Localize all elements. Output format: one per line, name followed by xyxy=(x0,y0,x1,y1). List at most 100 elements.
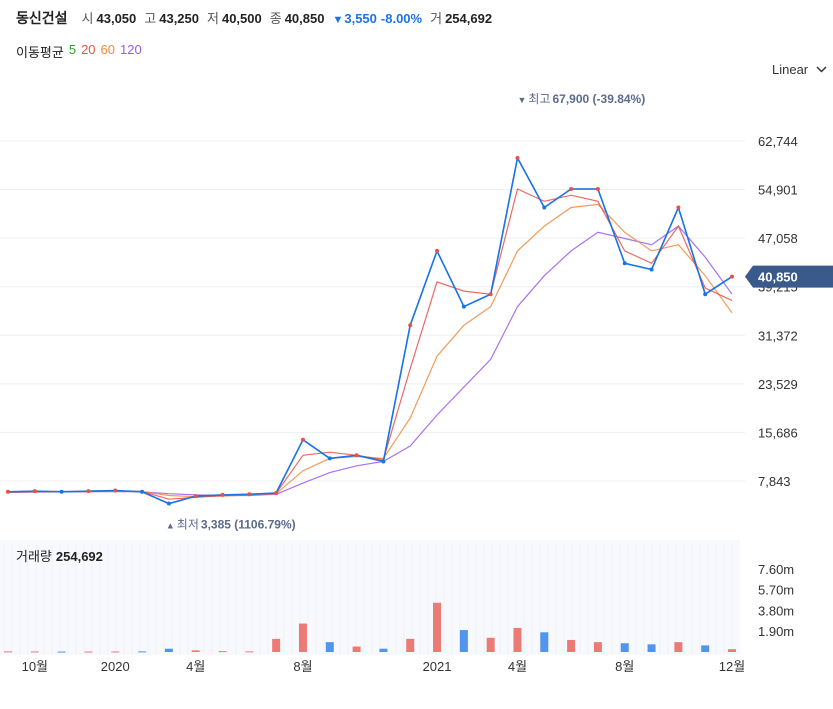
current-price-tag: 40,850 xyxy=(745,265,833,288)
price-point xyxy=(542,205,547,210)
price-point xyxy=(247,492,252,497)
max-marker-label: 최고 xyxy=(528,92,550,106)
price-axis-label: 7,843 xyxy=(758,474,791,489)
scale-select[interactable]: Linear xyxy=(772,62,827,77)
low-value: 40,500 xyxy=(221,11,262,26)
time-axis: 10월 2020 4월 8월 2021 4월 8월 12월 xyxy=(22,659,746,674)
price-point xyxy=(354,453,359,458)
volume-bar xyxy=(57,651,66,653)
volume-bar xyxy=(701,645,710,652)
volume-bar xyxy=(111,651,120,653)
ma-legend-item-5[interactable]: 5 xyxy=(68,42,77,57)
high-value: 43,250 xyxy=(159,11,199,26)
volume-axis-label: 5.70m xyxy=(758,583,794,598)
price-point xyxy=(140,489,145,494)
price-point xyxy=(381,459,386,464)
scale-select-value: Linear xyxy=(772,62,809,77)
volume-panel-title: 거래량 254,692 xyxy=(16,546,103,565)
series-line-ma-5 xyxy=(7,156,733,505)
max-marker-arrow: ▼ xyxy=(517,95,526,105)
volume-axis: 7.60m 5.70m 3.80m 1.90m xyxy=(758,562,794,639)
price-point xyxy=(461,304,466,309)
volume-bar xyxy=(433,602,442,652)
volume-bar xyxy=(593,642,602,652)
moving-average-legend: 이동평균 5 20 60 120 xyxy=(16,42,142,61)
volume-bar xyxy=(540,632,549,652)
volume-axis-label: 1.90m xyxy=(758,624,794,639)
price-axis-label: 31,372 xyxy=(758,328,798,343)
series-line-ma-20 xyxy=(7,188,733,500)
ma-legend-item-60[interactable]: 60 xyxy=(100,42,116,57)
price-point xyxy=(300,437,305,442)
volume-bar xyxy=(272,638,281,652)
price-axis-label: 54,901 xyxy=(758,183,798,198)
volume-bar xyxy=(352,646,361,652)
price-axis-label: 62,744 xyxy=(758,134,798,149)
low-label: 저 xyxy=(207,11,219,26)
volume-bar xyxy=(486,637,495,652)
price-axis-label: 23,529 xyxy=(758,377,798,392)
min-marker-label: 최저 xyxy=(177,518,199,532)
price-axis: 62,74454,90147,05839,21531,37223,52915,6… xyxy=(758,134,798,489)
min-price-marker: ▲ 최저 3,385 (1106.79%) xyxy=(166,518,296,532)
volume-bar xyxy=(84,651,93,653)
time-axis-label: 8월 xyxy=(293,659,312,674)
ma-legend-item-20[interactable]: 20 xyxy=(81,42,96,57)
volume-bar xyxy=(459,630,468,652)
price-point xyxy=(488,292,493,297)
time-axis-label: 4월 xyxy=(186,659,205,674)
max-marker-value: 67,900 (-39.84%) xyxy=(552,92,645,106)
volume-bar xyxy=(164,648,173,652)
volume-bar xyxy=(674,642,683,652)
price-point xyxy=(595,186,600,191)
volume-bar xyxy=(379,648,388,652)
price-point xyxy=(408,323,413,328)
min-marker-arrow: ▲ xyxy=(166,521,175,531)
volume-panel-label: 거래량 xyxy=(16,549,52,564)
price-point xyxy=(676,205,681,210)
volume-bar xyxy=(647,644,656,652)
ma-legend-title: 이동평균 xyxy=(16,45,64,60)
price-point xyxy=(649,267,654,272)
series-line-price xyxy=(7,155,733,505)
price-point xyxy=(327,456,332,461)
time-axis-label: 10월 xyxy=(22,659,48,674)
stock-name: 동신건설 xyxy=(16,10,68,26)
change-percent: -8.00% xyxy=(380,11,423,26)
volume-bar xyxy=(218,651,227,653)
min-marker-value: 3,385 (1106.79%) xyxy=(201,518,296,532)
high-label: 고 xyxy=(144,11,157,26)
price-point xyxy=(32,489,37,494)
price-point xyxy=(703,292,708,297)
ma-legend-item-120[interactable]: 120 xyxy=(120,42,142,57)
chevron-down-icon xyxy=(816,66,827,73)
volume-bar xyxy=(325,642,334,652)
price-tag-text: 40,850 xyxy=(758,270,798,285)
time-axis-label: 12월 xyxy=(719,659,745,674)
price-point xyxy=(59,489,64,494)
open-value: 43,050 xyxy=(96,11,137,26)
volume-bar xyxy=(406,638,415,652)
time-axis-label: 8월 xyxy=(615,659,634,674)
volume-bars xyxy=(4,602,736,653)
price-axis-label: 15,686 xyxy=(758,425,798,440)
volume-bar xyxy=(191,650,200,652)
price-tag-shape xyxy=(745,265,833,288)
series-line-ma-120 xyxy=(7,225,733,497)
time-axis-label: 2020 xyxy=(101,659,130,674)
volume-panel-value: 254,692 xyxy=(55,549,103,564)
volume-bar xyxy=(30,651,39,653)
price-point xyxy=(730,274,734,279)
price-point xyxy=(113,488,118,493)
price-point xyxy=(166,501,171,506)
volume-panel-background xyxy=(0,540,740,655)
price-point xyxy=(6,489,10,494)
change-value: 3,550 xyxy=(344,11,377,26)
volume-bar xyxy=(138,651,147,653)
open-label: 시 xyxy=(81,11,94,26)
price-point xyxy=(515,155,520,160)
price-point xyxy=(435,248,440,253)
price-axis-label: 47,058 xyxy=(758,231,798,246)
volume-bar xyxy=(245,651,254,653)
